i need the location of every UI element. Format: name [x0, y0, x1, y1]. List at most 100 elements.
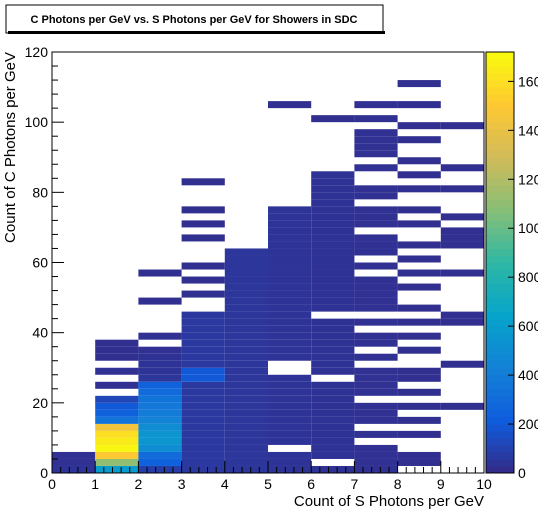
color-bar-segment: [486, 381, 514, 390]
cell: [95, 416, 139, 424]
cell: [181, 423, 225, 431]
cell: [354, 451, 398, 459]
color-bar-segment: [486, 325, 514, 334]
cell: [397, 451, 441, 459]
cell: [354, 234, 398, 242]
cell: [181, 437, 225, 445]
color-bar-segment: [486, 402, 514, 411]
cell: [95, 339, 139, 347]
cell: [181, 409, 225, 417]
z-tick-label: 600: [518, 318, 538, 334]
cell: [138, 416, 182, 424]
cell: [354, 304, 398, 312]
z-tick-label: 160: [518, 73, 538, 89]
cell: [224, 318, 268, 326]
cell: [181, 430, 225, 438]
color-bar-segment: [486, 150, 514, 158]
color-bar-segment: [486, 171, 514, 179]
color-bar-segment: [486, 332, 514, 341]
cell: [397, 101, 441, 109]
cell: [181, 276, 225, 284]
cell: [354, 101, 398, 109]
cell: [181, 402, 225, 410]
cell: [354, 381, 398, 389]
cell: [354, 297, 398, 305]
cell: [224, 353, 268, 361]
color-bar-segment: [486, 241, 514, 249]
cell: [52, 458, 96, 466]
cell: [95, 409, 139, 417]
cell: [138, 388, 182, 396]
color-bar-segment: [486, 283, 514, 292]
cell: [268, 227, 312, 235]
x-tick-label: 5: [264, 476, 272, 492]
cell: [224, 388, 268, 396]
cell: [138, 269, 182, 277]
cell: [181, 353, 225, 361]
cell: [440, 227, 484, 235]
cell: [311, 192, 355, 200]
cell: [354, 164, 398, 172]
color-bar-segment: [486, 206, 514, 214]
cell: [397, 430, 441, 438]
x-tick-label: 0: [48, 476, 56, 492]
cell: [224, 339, 268, 347]
cell: [95, 465, 139, 473]
color-bar-segment: [486, 269, 514, 278]
cell: [311, 409, 355, 417]
cell: [52, 451, 96, 459]
cell: [397, 185, 441, 193]
color-bar-segment: [486, 66, 514, 74]
cell: [138, 346, 182, 354]
cell: [268, 290, 312, 298]
cell: [354, 458, 398, 466]
cell: [268, 451, 312, 459]
cell: [311, 360, 355, 368]
cell: [268, 339, 312, 347]
cell: [354, 465, 398, 473]
cell: [311, 416, 355, 424]
z-tick-label: 140: [518, 122, 538, 138]
cell: [181, 220, 225, 228]
cell: [311, 332, 355, 340]
x-tick-label: 2: [135, 476, 143, 492]
color-bar-segment: [486, 199, 514, 207]
cell: [224, 325, 268, 333]
y-tick-label: 40: [32, 325, 48, 341]
cell: [397, 206, 441, 214]
cell: [268, 304, 312, 312]
cell: [138, 332, 182, 340]
cell: [268, 262, 312, 270]
y-tick-label: 100: [25, 114, 49, 130]
cell: [224, 269, 268, 277]
y-tick-label: 20: [32, 395, 48, 411]
cell: [224, 458, 268, 466]
y-tick-label: 0: [40, 465, 48, 481]
cell: [181, 360, 225, 368]
cell: [224, 297, 268, 305]
cell: [354, 290, 398, 298]
color-bar-segment: [486, 87, 514, 95]
color-bar-segment: [486, 311, 514, 320]
color-bar-segment: [486, 318, 514, 327]
z-tick-label: 0: [518, 465, 526, 481]
cell: [354, 353, 398, 361]
cell: [224, 248, 268, 256]
cell: [311, 213, 355, 221]
cell: [181, 444, 225, 452]
color-bar-segment: [486, 122, 514, 130]
color-bar-segment: [486, 115, 514, 123]
color-bar-segment: [486, 192, 514, 200]
cell: [268, 101, 312, 109]
color-bar-segment: [486, 213, 514, 221]
cell: [181, 339, 225, 347]
cell: [440, 402, 484, 410]
color-bar-segment: [486, 255, 514, 263]
color-bar-segment: [486, 73, 514, 81]
cell: [268, 206, 312, 214]
cell: [311, 444, 355, 452]
color-bar-segment: [486, 395, 514, 404]
cell: [397, 80, 441, 88]
cell: [224, 395, 268, 403]
